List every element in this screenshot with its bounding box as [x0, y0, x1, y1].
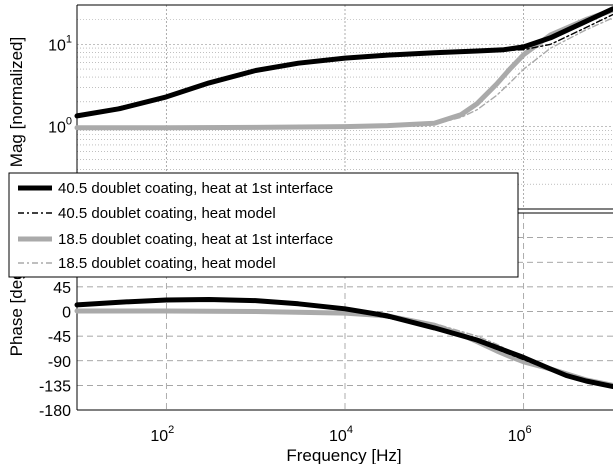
legend: 40.5 doublet coating, heat at 1st interf…: [8, 172, 519, 278]
phase-tick-label: 0: [62, 305, 71, 322]
magnitude-series-line: [76, 13, 613, 117]
magnitude-series-line: [76, 17, 613, 129]
legend-label: 40.5 doublet coating, heat at 1st interf…: [58, 180, 333, 197]
frequency-axis-label: Frequency [Hz]: [286, 446, 401, 464]
frequency-tick-label: 102: [150, 424, 174, 445]
magnitude-axis-label: Mag [normalized]: [7, 37, 26, 167]
phase-tick-label: -180: [39, 403, 71, 420]
frequency-tick-label: 104: [329, 424, 353, 445]
phase-axis-label: Phase [deg]: [7, 266, 26, 357]
legend-box: [8, 172, 519, 278]
legend-label: 18.5 doublet coating, heat model: [58, 255, 276, 272]
legend-label: 18.5 doublet coating, heat at 1st interf…: [58, 231, 333, 248]
phase-tick-label: -90: [48, 354, 71, 371]
phase-series-line: [76, 299, 613, 388]
phase-tick-label: -135: [39, 378, 71, 395]
magnitude-tick-label: 100: [48, 116, 72, 137]
frequency-tick-label: 106: [508, 424, 532, 445]
phase-tick-label: 45: [53, 280, 71, 297]
phase-tick-label: -45: [48, 329, 71, 346]
legend-label: 40.5 doublet coating, heat model: [58, 205, 276, 222]
magnitude-tick-label: 101: [48, 33, 72, 54]
